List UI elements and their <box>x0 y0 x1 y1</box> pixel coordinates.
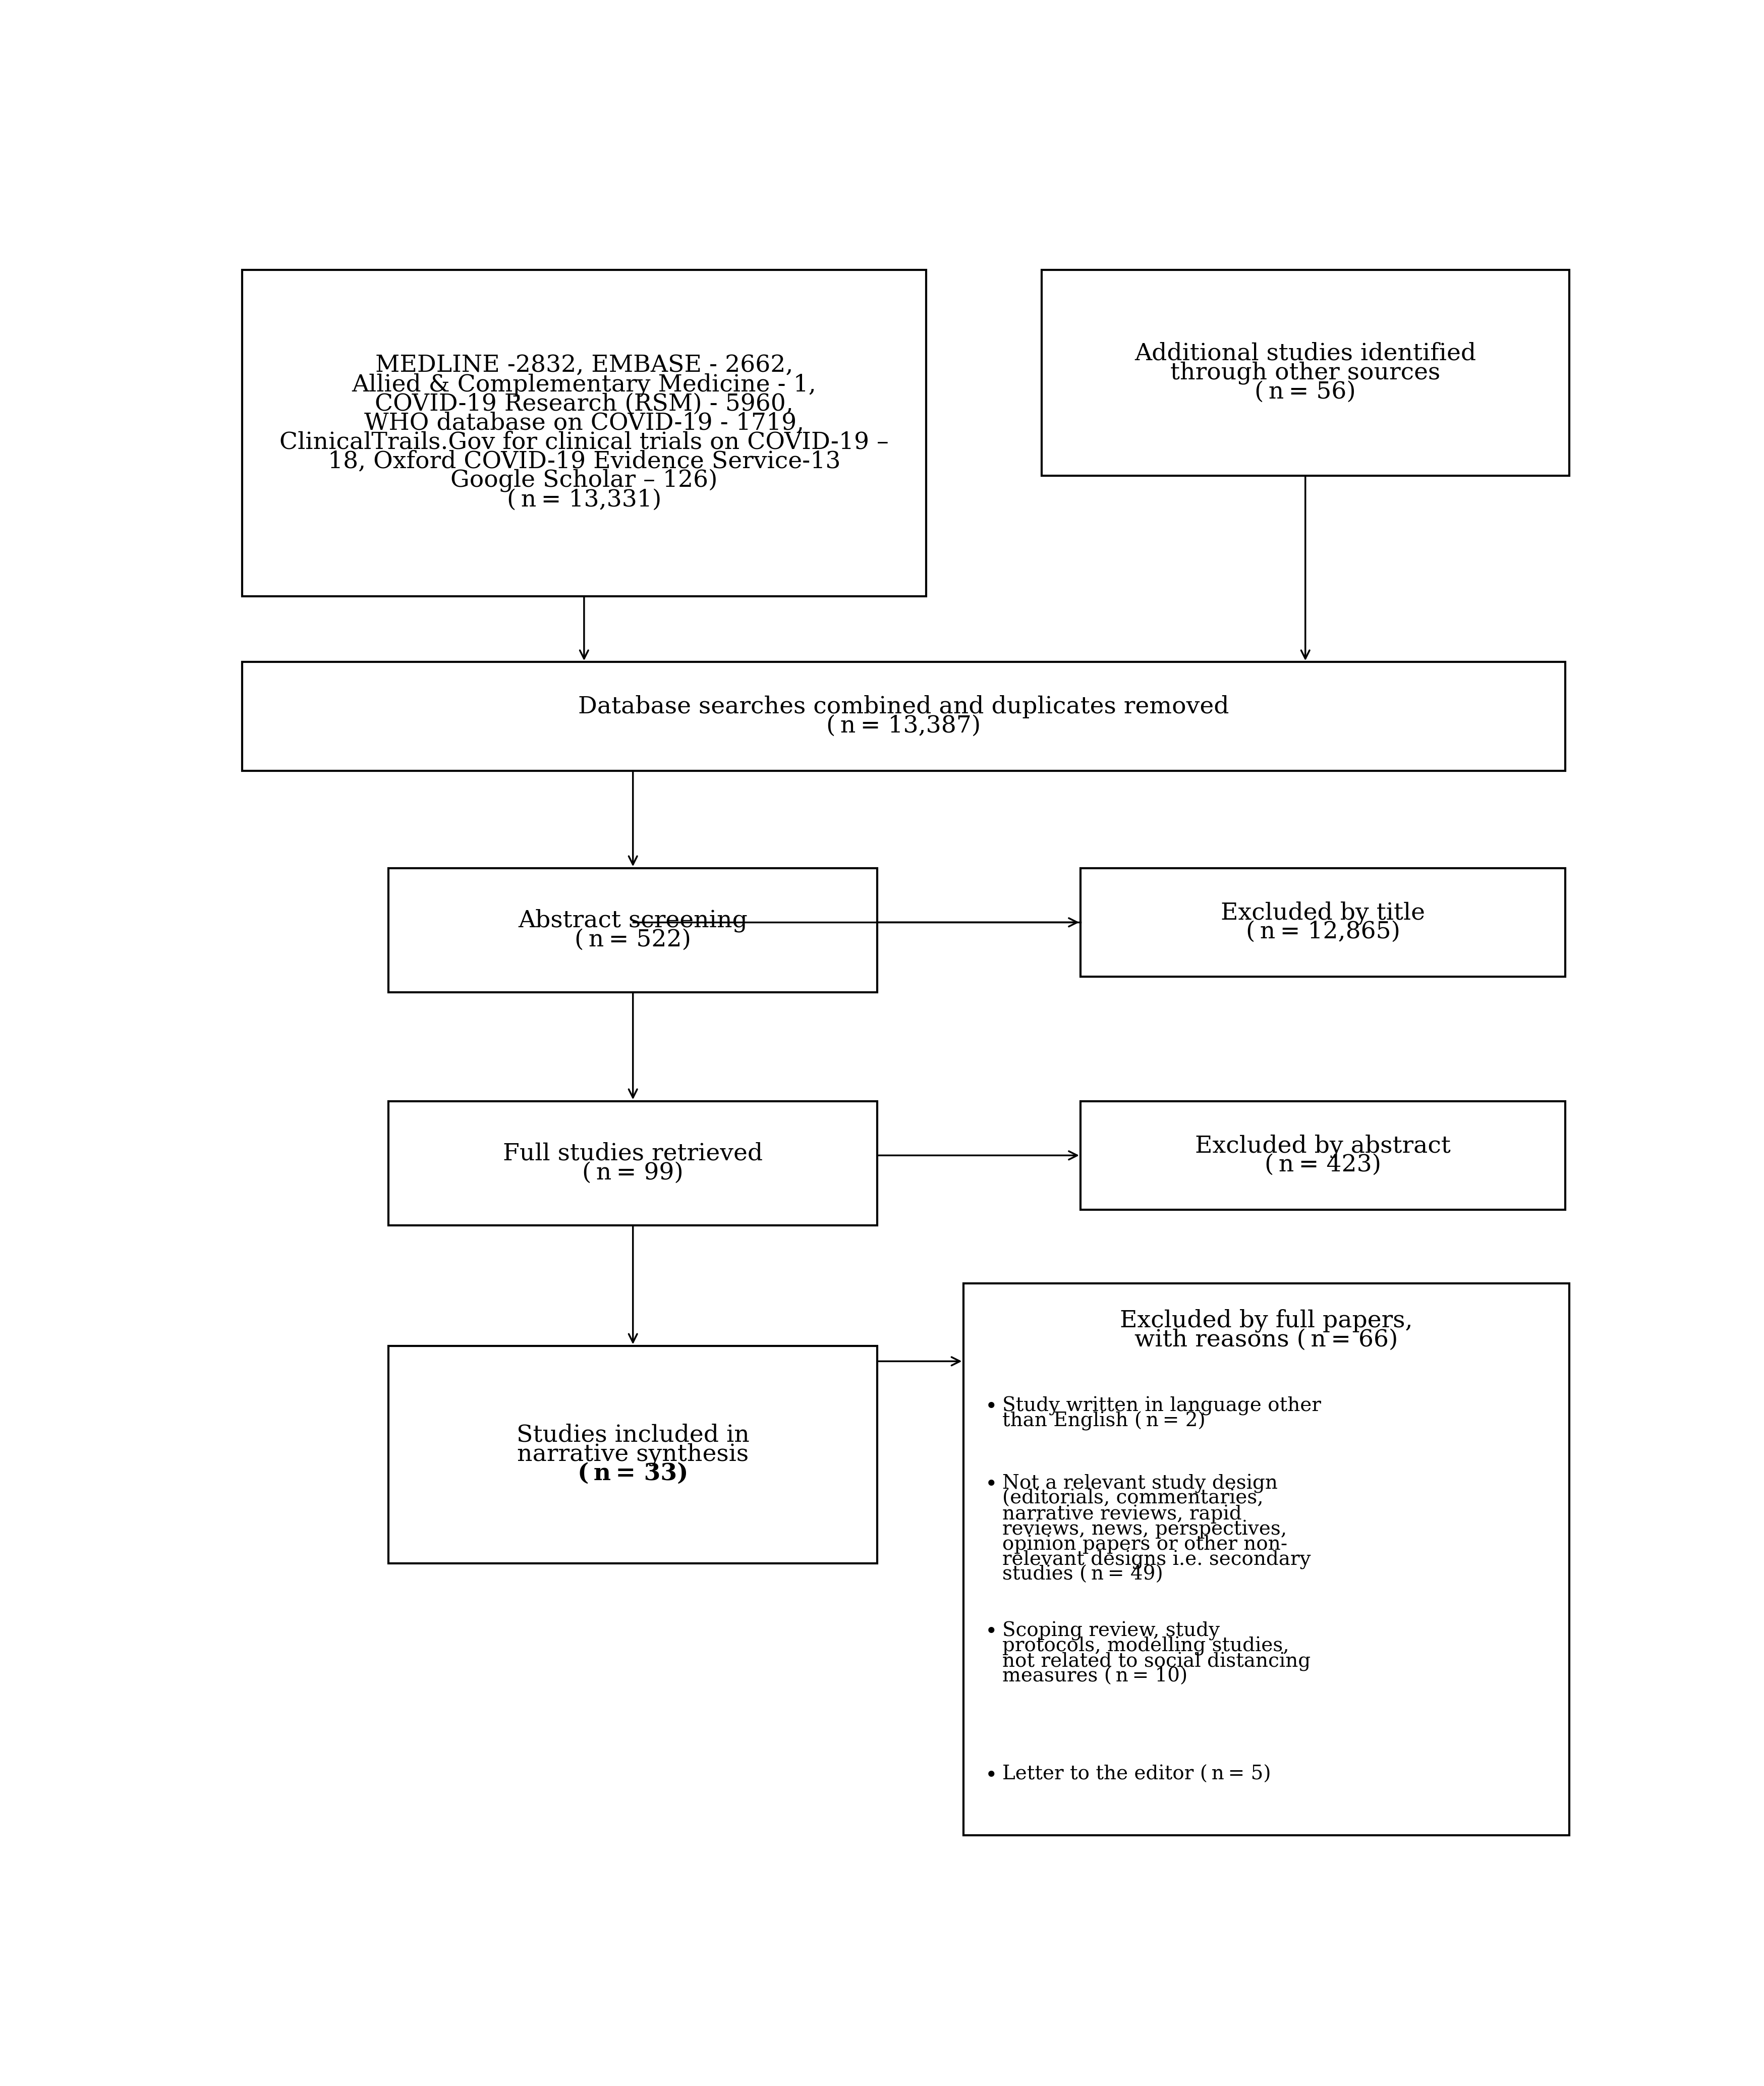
Text: Excluded by abstract: Excluded by abstract <box>1194 1135 1450 1158</box>
Text: ( n = 13,387): ( n = 13,387) <box>826 715 981 738</box>
Bar <box>388 868 877 993</box>
Text: not related to social distancing: not related to social distancing <box>1002 1652 1311 1671</box>
Bar <box>242 661 1565 772</box>
Text: Excluded by title: Excluded by title <box>1221 901 1425 924</box>
Text: with reasons ( n = 66): with reasons ( n = 66) <box>1134 1329 1399 1352</box>
Text: Excluded by full papers,: Excluded by full papers, <box>1120 1308 1413 1333</box>
Text: Abstract screening: Abstract screening <box>519 909 748 932</box>
Text: relevant designs i.e. secondary: relevant designs i.e. secondary <box>1002 1550 1311 1569</box>
Text: than English ( n = 2): than English ( n = 2) <box>1002 1412 1205 1431</box>
Text: ( n = 33): ( n = 33) <box>577 1462 688 1485</box>
Text: 18, Oxford COVID-19 Evidence Service-13: 18, Oxford COVID-19 Evidence Service-13 <box>328 451 840 474</box>
Text: (editorials, commentaries,: (editorials, commentaries, <box>1002 1489 1263 1508</box>
Text: Studies included in: Studies included in <box>517 1425 750 1448</box>
Bar <box>963 1283 1570 1836</box>
Text: ( n = 12,865): ( n = 12,865) <box>1245 920 1401 943</box>
Text: Allied & Complementary Medicine - 1,: Allied & Complementary Medicine - 1, <box>351 373 817 396</box>
Text: through other sources: through other sources <box>1170 361 1441 384</box>
Text: Scoping review, study: Scoping review, study <box>1002 1621 1221 1642</box>
Text: Letter to the editor ( n = 5): Letter to the editor ( n = 5) <box>1002 1765 1272 1784</box>
Text: COVID-19 Research (RSM) - 5960,: COVID-19 Research (RSM) - 5960, <box>374 392 794 415</box>
Text: Additional studies identified: Additional studies identified <box>1134 342 1476 365</box>
Text: narrative reviews, rapid: narrative reviews, rapid <box>1002 1504 1242 1523</box>
Bar <box>1081 1101 1565 1210</box>
Text: reviews, news, perspectives,: reviews, news, perspectives, <box>1002 1519 1288 1539</box>
Text: •: • <box>984 1475 997 1496</box>
Bar <box>1041 269 1570 476</box>
Text: Database searches combined and duplicates removed: Database searches combined and duplicate… <box>579 695 1230 718</box>
Text: measures ( n = 10): measures ( n = 10) <box>1002 1667 1187 1685</box>
Bar <box>388 1101 877 1224</box>
Text: Google Scholar – 126): Google Scholar – 126) <box>450 469 718 492</box>
Text: •: • <box>984 1396 997 1416</box>
Text: MEDLINE -2832, EMBASE - 2662,: MEDLINE -2832, EMBASE - 2662, <box>376 355 794 378</box>
Bar <box>388 1345 877 1562</box>
Text: •: • <box>984 1765 997 1786</box>
Text: WHO database on COVID-19 - 1719,: WHO database on COVID-19 - 1719, <box>363 411 804 434</box>
Text: Full studies retrieved: Full studies retrieved <box>503 1143 762 1164</box>
Text: ClinicalTrails.Gov for clinical trials on COVID-19 –: ClinicalTrails.Gov for clinical trials o… <box>279 432 889 455</box>
Text: protocols, modelling studies,: protocols, modelling studies, <box>1002 1638 1289 1656</box>
Text: Not a relevant study design: Not a relevant study design <box>1002 1475 1277 1494</box>
Text: •: • <box>984 1621 997 1642</box>
Text: ( n = 423): ( n = 423) <box>1265 1154 1381 1177</box>
Bar <box>242 269 926 597</box>
Bar <box>1081 868 1565 976</box>
Text: Study written in language other: Study written in language other <box>1002 1396 1321 1416</box>
Text: ( n = 99): ( n = 99) <box>582 1162 684 1185</box>
Text: ( n = 13,331): ( n = 13,331) <box>506 488 662 511</box>
Text: ( n = 56): ( n = 56) <box>1254 380 1357 403</box>
Text: narrative synthesis: narrative synthesis <box>517 1444 748 1466</box>
Text: ( n = 522): ( n = 522) <box>575 928 691 951</box>
Text: opinion papers or other non-: opinion papers or other non- <box>1002 1535 1288 1554</box>
Text: studies ( n = 49): studies ( n = 49) <box>1002 1564 1162 1583</box>
